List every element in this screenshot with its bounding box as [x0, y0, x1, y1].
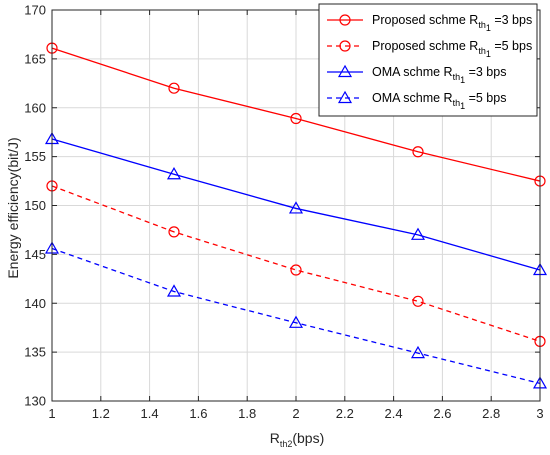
x-tick-label: 2.6 — [433, 406, 451, 421]
x-tick-label: 2.4 — [385, 406, 403, 421]
x-tick-label: 1.2 — [92, 406, 110, 421]
x-tick-label: 2 — [292, 406, 299, 421]
x-tick-label: 2.8 — [482, 406, 500, 421]
y-tick-label: 140 — [24, 296, 46, 311]
legend-entry-2: Proposed schme Rth1 =5 bps — [327, 39, 532, 59]
data-point — [412, 295, 424, 307]
legend-marker — [337, 64, 353, 78]
x-tick-label: 1.6 — [189, 406, 207, 421]
data-point — [288, 201, 304, 214]
y-tick-label: 160 — [24, 100, 46, 115]
data-point — [410, 227, 426, 240]
y-tick-label: 155 — [24, 149, 46, 164]
y-tick-label: 145 — [24, 247, 46, 262]
data-point — [412, 146, 424, 158]
legend-label: OMA schme Rth1 =3 bps — [372, 65, 506, 85]
legend-box — [318, 3, 538, 117]
legend-entry-4: OMA schme Rth1 =5 bps — [327, 90, 506, 111]
legend-entry-1: Proposed schme Rth1 =3 bps — [327, 13, 532, 33]
data-point — [288, 315, 304, 328]
data-point — [166, 284, 182, 297]
legend-entry-3: OMA schme Rth1 =3 bps — [327, 64, 506, 85]
series-line — [51, 47, 541, 182]
legend-label: Proposed schme Rth1 =5 bps — [372, 39, 532, 59]
legend-marker — [337, 90, 353, 104]
series-layer — [44, 42, 548, 389]
x-tick-label: 1 — [48, 406, 55, 421]
y-tick-label: 130 — [24, 394, 46, 409]
legend: Proposed schme Rth1 =3 bps Proposed schme… — [318, 3, 538, 117]
legend-label: Proposed schme Rth1 =3 bps — [372, 13, 532, 33]
series-line — [51, 138, 541, 271]
x-axis-label: Rth2(bps) — [270, 430, 325, 449]
y-axis-label: Energy efficiency(bit/J) — [5, 137, 21, 278]
y-axis-ticks: 130 135 140 145 150 155 160 165 170 — [24, 3, 540, 409]
y-tick-label: 150 — [24, 198, 46, 213]
y-tick-label: 165 — [24, 51, 46, 66]
legend-label: OMA schme Rth1 =5 bps — [372, 91, 506, 111]
y-tick-label: 170 — [24, 3, 46, 18]
data-point — [168, 82, 180, 94]
x-tick-label: 1.4 — [141, 406, 159, 421]
legend-marker — [339, 14, 351, 26]
y-tick-label: 135 — [24, 345, 46, 360]
x-tick-label: 2.2 — [336, 406, 354, 421]
data-point — [166, 167, 182, 180]
legend-marker — [339, 40, 351, 52]
data-point — [410, 345, 426, 359]
series-line — [51, 185, 541, 342]
data-point — [168, 226, 180, 238]
x-tick-label: 1.8 — [238, 406, 256, 421]
series-line — [51, 247, 541, 385]
data-point — [290, 112, 302, 125]
data-point — [290, 264, 302, 276]
x-tick-label: 3 — [536, 406, 543, 421]
